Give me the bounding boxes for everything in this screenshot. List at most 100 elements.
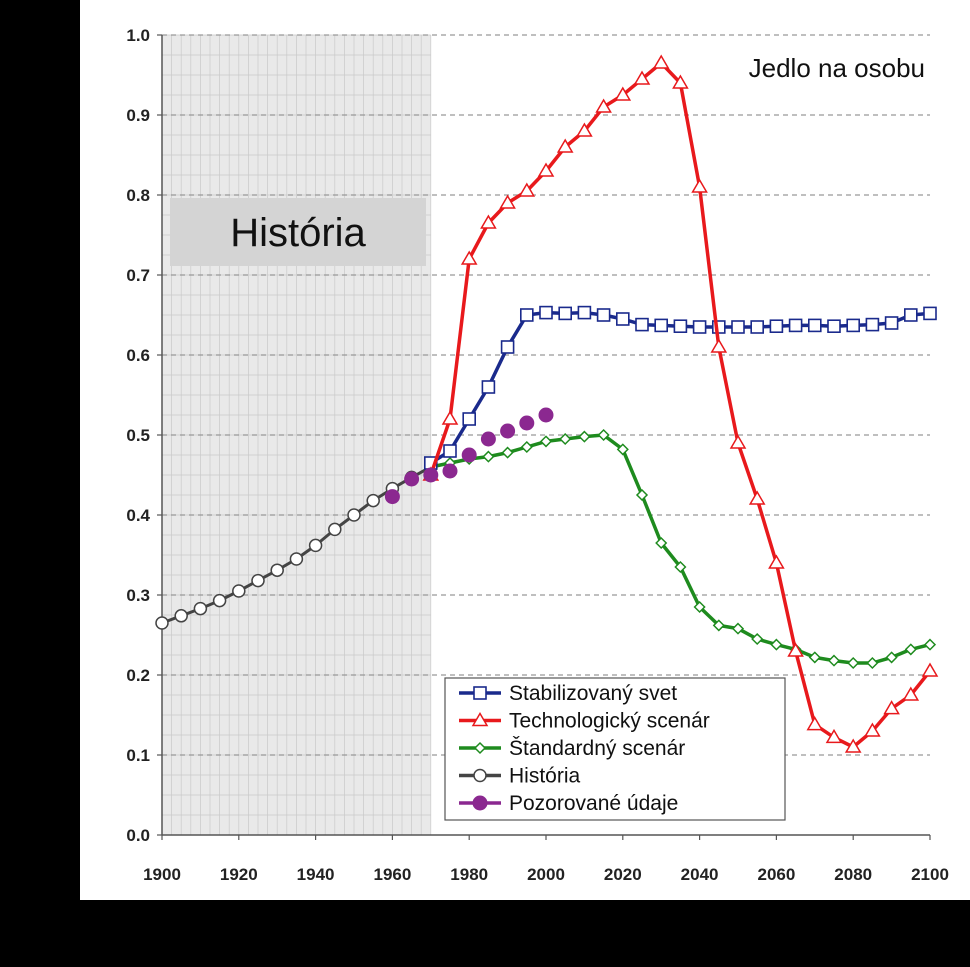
data-point [443, 444, 457, 458]
data-point [827, 319, 841, 334]
x-tick-label: 1900 [143, 865, 181, 884]
data-point [212, 593, 227, 608]
legend-label: Pozorované údaje [509, 792, 678, 815]
legend-label: História [509, 765, 581, 788]
series-line [429, 310, 931, 465]
data-point [537, 162, 555, 177]
data-point [615, 312, 630, 326]
data-point [539, 305, 553, 320]
data-point [193, 601, 208, 616]
data-point [885, 651, 898, 664]
data-point [251, 573, 265, 588]
data-point [481, 380, 496, 394]
data-point [500, 340, 515, 354]
chart-panel: História 0.0 0.1 0.2 0.3 0.4 0.5 0.6 0.7 0.8 0.9 1… [80, 0, 970, 900]
data-point [672, 74, 689, 89]
legend-swatch-marker [472, 795, 488, 811]
y-tick-label: 0.4 [126, 506, 150, 525]
data-point [616, 443, 629, 456]
data-point [462, 412, 477, 426]
legend-swatch-marker [473, 686, 487, 700]
data-point [654, 318, 669, 333]
data-point [748, 490, 766, 505]
data-point [461, 447, 477, 463]
data-point [423, 467, 439, 483]
data-point [846, 318, 861, 333]
data-point [883, 700, 900, 715]
data-point [769, 319, 784, 334]
data-point [501, 446, 514, 459]
data-point [827, 654, 841, 667]
legend-item: História [459, 765, 581, 788]
series-pozorovane-udaje [384, 407, 554, 505]
data-point [539, 435, 553, 448]
data-point [825, 728, 843, 744]
data-point [442, 463, 458, 479]
data-point [633, 70, 651, 85]
legend-label: Štandardný scenár [509, 737, 685, 760]
data-point [578, 430, 591, 443]
data-point [864, 722, 881, 737]
legend-item: Štandardný scenár [459, 737, 685, 760]
x-tick-label: 2100 [911, 865, 949, 884]
data-point [482, 450, 495, 463]
data-point [731, 622, 745, 635]
data-point [712, 619, 725, 632]
history-label-box [170, 198, 426, 266]
data-point [155, 616, 169, 630]
data-point [614, 86, 632, 101]
legend-box [444, 677, 786, 821]
x-tick-label: 2020 [604, 865, 642, 884]
legend-item: Stabilizovaný svet [459, 682, 677, 705]
y-tick-label: 0.9 [126, 106, 150, 125]
y-tick-label: 0.8 [126, 186, 150, 205]
history-label: História [230, 211, 366, 255]
series-line [429, 61, 932, 749]
data-point [559, 432, 572, 446]
series-stabilizovany-svet [423, 305, 937, 470]
legend-swatch-marker [473, 768, 487, 783]
x-tick-label: 1960 [373, 865, 411, 884]
data-point [480, 214, 497, 229]
x-tick-label: 1920 [220, 865, 258, 884]
data-point [788, 318, 803, 333]
data-point [556, 138, 574, 153]
data-point [404, 471, 420, 487]
data-point [903, 308, 918, 322]
data-point [366, 493, 380, 508]
data-point [520, 440, 533, 454]
data-point [519, 415, 535, 431]
legend-item: Pozorované údaje [459, 792, 678, 815]
data-point [289, 552, 304, 566]
data-point [635, 488, 649, 502]
data-point [232, 584, 246, 598]
data-point [923, 306, 937, 321]
data-point [729, 434, 747, 449]
data-point [807, 318, 822, 333]
data-point [731, 320, 745, 334]
data-point [710, 338, 728, 353]
data-point [652, 54, 670, 69]
data-point [865, 317, 880, 332]
data-point [655, 536, 668, 550]
data-point [768, 554, 785, 569]
x-tick-label: 1940 [297, 865, 335, 884]
data-point [519, 308, 534, 322]
data-point [866, 656, 879, 670]
data-point [635, 317, 649, 332]
x-tick-label: 2000 [527, 865, 565, 884]
y-tick-label: 0.7 [126, 266, 150, 285]
data-point [596, 308, 611, 322]
y-tick-label: 0.1 [126, 746, 150, 765]
legend-item: Technologický scenár [459, 710, 710, 733]
data-point [597, 428, 610, 442]
data-point [460, 250, 478, 265]
legend-label: Technologický scenár [509, 710, 710, 733]
series-standardny-scenar [424, 428, 937, 670]
data-point [923, 638, 937, 651]
data-point [808, 651, 821, 664]
chart-title: Jedlo na osobu [749, 53, 925, 83]
data-point [693, 600, 706, 614]
data-point [499, 194, 516, 209]
y-tick-label: 0.5 [126, 426, 150, 445]
